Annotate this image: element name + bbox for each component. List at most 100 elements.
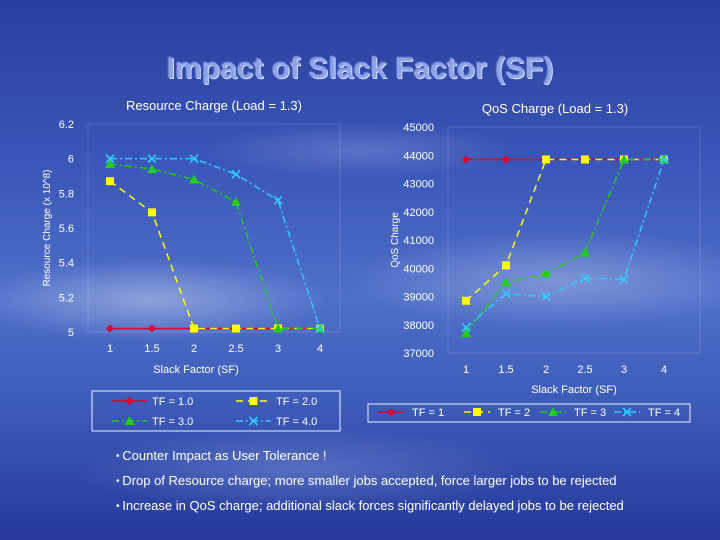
data-point <box>105 158 115 168</box>
y-tick-label: 41000 <box>403 235 434 247</box>
data-point <box>462 296 470 305</box>
y-tick-label: 42000 <box>403 207 434 219</box>
legend-label: TF = 4 <box>648 407 680 419</box>
data-point <box>580 247 590 257</box>
legend-label: TF = 4.0 <box>276 416 317 428</box>
chart-2: QoS Charge (Load = 1.3) 37000 38000 39000 40… <box>367 101 701 423</box>
x-axis-label: Slack Factor (SF) <box>153 364 239 376</box>
plot-area <box>447 126 701 354</box>
data-point <box>541 268 551 278</box>
x-tick-label: 2 <box>191 343 197 355</box>
data-point <box>232 324 240 333</box>
chart-1: Resource Charge (Load = 1.3) 5 5.2 5.4 5.6 5.… <box>42 98 341 432</box>
data-point <box>619 154 629 164</box>
data-point <box>461 323 471 333</box>
y-axis-label: Resource Charge (x 10^8) <box>42 170 53 287</box>
data-point <box>501 289 511 299</box>
legend-label: TF = 3 <box>574 407 606 419</box>
data-point <box>147 164 157 174</box>
data-point <box>542 155 550 164</box>
legend-label: TF = 2.0 <box>276 396 317 408</box>
bullet-item: Increase in QoS charge; additional slack… <box>116 498 706 513</box>
x-tick-label: 2 <box>543 364 549 376</box>
data-point <box>148 208 156 217</box>
y-tick-label: 5.4 <box>59 258 74 270</box>
data-point <box>502 261 510 270</box>
y-tick-label: 39000 <box>403 292 434 304</box>
legend-marker <box>248 416 259 426</box>
bullet-item: Counter Impact as User Tolerance ! <box>116 448 706 463</box>
chart-title: QoS Charge (Load = 1.3) <box>482 101 628 116</box>
legend-label: TF = 2 <box>498 407 530 419</box>
legend-label: TF = 1 <box>412 407 444 419</box>
y-tick-label: 44000 <box>403 150 434 162</box>
legend-marker <box>387 408 395 416</box>
data-point <box>659 154 669 165</box>
legend-marker <box>124 416 135 425</box>
legend-marker <box>548 407 558 416</box>
y-tick-label: 40000 <box>403 263 434 275</box>
x-tick-label: 1 <box>463 364 469 376</box>
slide-title: Impact of Slack Factor (SF) <box>166 52 554 85</box>
x-tick-label: 3 <box>275 343 281 355</box>
legend-box <box>367 403 691 423</box>
series-line-4 <box>110 157 321 329</box>
legend-box <box>91 390 341 432</box>
y-tick-label: 5 <box>68 327 74 339</box>
data-point <box>148 324 156 333</box>
legend-marker <box>125 397 134 405</box>
data-point <box>581 155 589 164</box>
data-point <box>106 324 114 333</box>
bullet-item: Drop of Resource charge; more smaller jo… <box>116 473 706 488</box>
data-point <box>315 323 325 334</box>
y-tick-label: 6 <box>68 154 74 166</box>
data-point <box>231 169 241 179</box>
x-tick-label: 2.5 <box>228 343 243 355</box>
y-tick-label: 6.2 <box>59 119 74 131</box>
data-point <box>273 323 283 333</box>
data-point <box>189 174 199 184</box>
data-point <box>105 154 115 164</box>
x-tick-label: 1.5 <box>498 364 513 376</box>
y-tick-label: 37000 <box>403 348 434 360</box>
legend-marker <box>249 397 258 405</box>
y-tick-label: 45000 <box>403 122 434 134</box>
data-point <box>189 154 199 164</box>
data-point <box>502 155 510 164</box>
data-point <box>231 197 241 206</box>
x-tick-label: 3 <box>621 364 627 376</box>
y-tick-label: 5.2 <box>59 292 74 304</box>
plot-area <box>87 123 341 333</box>
x-tick-label: 1.5 <box>144 343 159 355</box>
data-point <box>273 195 283 205</box>
data-point <box>147 154 157 164</box>
legend-marker <box>622 407 632 417</box>
x-tick-label: 2.5 <box>577 364 592 376</box>
data-point <box>106 177 114 186</box>
x-axis-label: Slack Factor (SF) <box>531 384 617 396</box>
y-axis-label: QoS Charge <box>390 212 401 268</box>
series-line-3 <box>109 163 320 330</box>
series-line-3 <box>465 158 664 334</box>
series-line-2 <box>109 180 320 330</box>
y-tick-label: 38000 <box>403 320 434 332</box>
data-point <box>541 291 551 302</box>
legend-label: TF = 1.0 <box>152 396 193 408</box>
x-tick-label: 4 <box>661 364 667 376</box>
series-line-4 <box>465 159 665 329</box>
chart-title: Resource Charge (Load = 1.3) <box>126 98 302 113</box>
data-point <box>501 277 511 287</box>
y-tick-label: 43000 <box>403 179 434 191</box>
y-tick-label: 5.8 <box>59 188 74 200</box>
legend-marker <box>473 408 481 416</box>
data-point <box>461 328 471 338</box>
y-tick-label: 5.6 <box>59 223 74 235</box>
data-point <box>580 273 590 283</box>
data-point <box>462 155 470 164</box>
series-line-2 <box>465 158 664 302</box>
bullet-list: Counter Impact as User Tolerance ! Drop … <box>116 448 706 523</box>
data-point <box>619 274 629 285</box>
data-point <box>190 324 198 333</box>
legend-label: TF = 3.0 <box>152 416 193 428</box>
